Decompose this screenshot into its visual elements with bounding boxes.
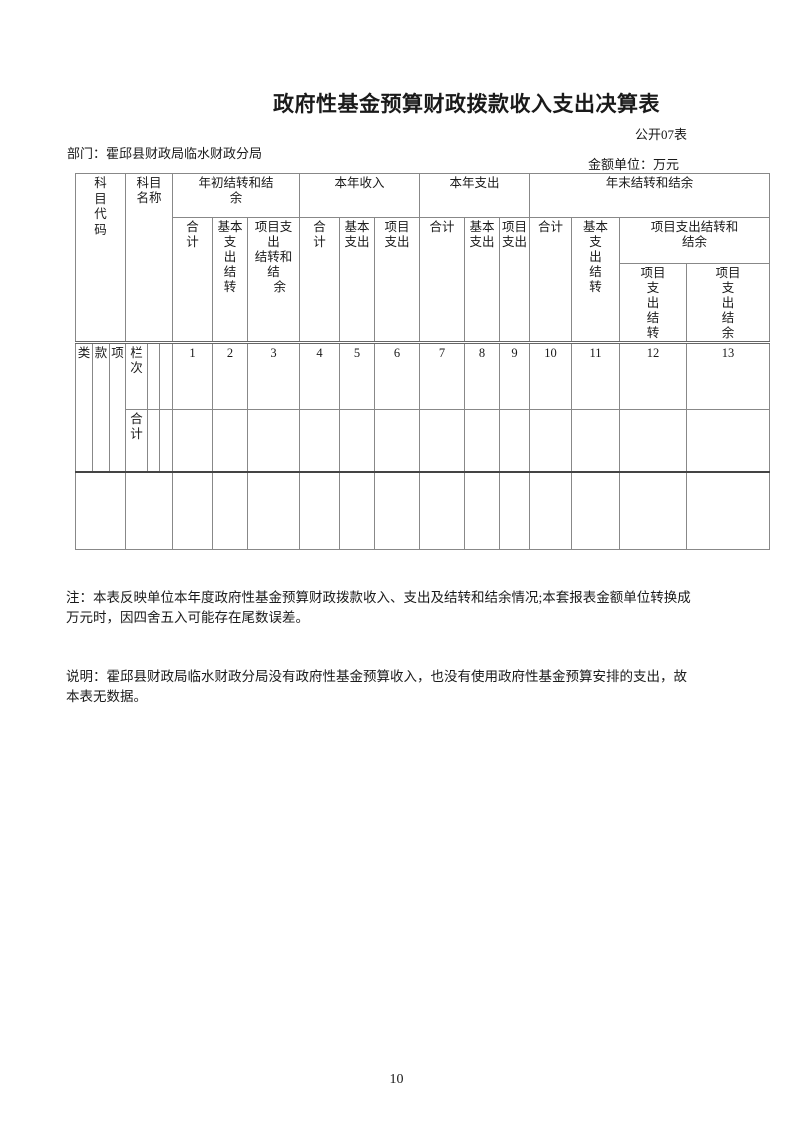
data-cell-col-10: [529, 470, 573, 550]
header-col-12-project-expense-carryover: 项目 支 出 结 转: [619, 263, 688, 343]
amount-unit-label: 金额单位：万元: [587, 157, 679, 172]
column-number-8: 8: [464, 341, 501, 410]
page-number: 10: [389, 1072, 404, 1087]
column-number-2: 2: [212, 341, 249, 410]
empty-subject-code-cell: [75, 470, 126, 550]
column-number-9: 9: [499, 341, 531, 410]
header-row-subcolumns: 合 计 基本 支 出 结 转 项目支 出 结转和 结 余 合 计 基本 支出 项…: [76, 217, 771, 343]
data-cell-col-8: [464, 470, 501, 550]
total-value-col-12: [619, 409, 688, 472]
data-cell-col-4: [299, 470, 341, 550]
data-cell-col-2: [212, 470, 249, 550]
total-row: 合 计: [76, 409, 771, 472]
column-number-5: 5: [339, 341, 376, 410]
column-number-10: 10: [529, 341, 573, 410]
column-number-4: 4: [299, 341, 341, 410]
data-cell-col-12: [619, 470, 688, 550]
total-value-col-5: [339, 409, 376, 472]
note-explanation: 说明：霍邱县财政局临水财政分局没有政府性基金预算收入，也没有使用政府性基金预算安…: [66, 669, 687, 704]
header-group-current-year-expenditure: 本年支出: [419, 173, 531, 218]
column-number-6: 6: [374, 341, 421, 410]
column-number-11: 11: [571, 341, 621, 410]
total-value-col-3: [247, 409, 301, 472]
header-col-7-total: 合计: [419, 217, 466, 343]
data-cell-col-6: [374, 470, 421, 550]
total-value-col-6: [374, 409, 421, 472]
header-col-11-basic-expense-carryover: 基本 支 出 结 转: [571, 217, 621, 343]
note-rounding: 注：本表反映单位本年度政府性基金预算财政拨款收入、支出及结转和结余情况;本套报表…: [66, 590, 691, 625]
data-cell-col-5: [339, 470, 376, 550]
data-cell-col-11: [571, 470, 621, 550]
header-col-4-total: 合 计: [299, 217, 341, 343]
department-label: 部门：霍邱县财政局临水财政分局: [67, 146, 263, 161]
header-col-8-basic-expense: 基本 支出: [464, 217, 501, 343]
column-index-row: 类 款 项 栏 次 1 2 3 4 5 6 7 8 9 10 11 12 13: [75, 341, 771, 472]
column-number-13: 13: [686, 341, 771, 410]
total-value-col-8: [464, 409, 501, 472]
header-group-begin-year-carryover: 年初结转和结 余: [172, 173, 301, 218]
empty-subject-name-cell: [124, 470, 174, 550]
header-col-1-total: 合 计: [172, 217, 214, 343]
header-subject-code: 科 目 代 码: [75, 173, 126, 343]
column-number-3: 3: [247, 341, 301, 410]
data-cell-col-13: [686, 470, 771, 550]
data-cell-col-1: [172, 470, 214, 550]
header-col-5-basic-expense: 基本 支出: [339, 217, 376, 343]
data-cell-col-9: [499, 470, 531, 550]
data-cell-col-7: [419, 470, 466, 550]
lanci-label-cell: 栏 次: [125, 341, 148, 410]
total-value-col-2: [212, 409, 249, 472]
total-value-col-1: [172, 409, 214, 472]
total-value-col-10: [529, 409, 573, 472]
cell-empty: [158, 341, 174, 410]
cell-empty: [158, 409, 174, 472]
column-number-12: 12: [619, 341, 688, 410]
header-col-6-project-expense: 项目 支出: [374, 217, 421, 343]
total-value-col-11: [571, 409, 621, 472]
total-value-col-9: [499, 409, 531, 472]
header-col-2-basic-expense-carryover: 基本 支 出 结 转: [212, 217, 249, 343]
code-subcol-item: 款: [92, 341, 110, 472]
header-group-year-end-carryover: 年末结转和结余: [529, 173, 771, 218]
header-col-9-project-expense: 项目 支出: [499, 217, 531, 343]
footnotes: 注：本表反映单位本年度政府性基金预算财政拨款收入、支出及结转和结余情况;本套报表…: [66, 549, 746, 746]
code-subcol-category: 类: [75, 341, 93, 472]
empty-data-row: [75, 470, 771, 550]
total-value-col-7: [419, 409, 466, 472]
header-subgroup-project-expense-carryover: 项目支出结转和 结余: [619, 217, 771, 264]
data-cell-col-3: [247, 470, 301, 550]
header-subject-name: 科目 名称: [124, 173, 174, 343]
header-col-3-project-expense-carryover: 项目支 出 结转和 结 余: [247, 217, 301, 343]
cell-empty: [147, 341, 160, 410]
column-number-1: 1: [172, 341, 214, 410]
header-group-current-year-income: 本年收入: [299, 173, 421, 218]
column-number-7: 7: [419, 341, 466, 410]
header-col-10-total: 合计: [529, 217, 573, 343]
cell-empty: [147, 409, 160, 472]
code-subcol-subitem: 项: [109, 341, 126, 472]
total-value-col-13: [686, 409, 771, 472]
total-row-label: 合 计: [125, 409, 148, 472]
header-col-13-project-expense-balance: 项目 支 出 结 余: [686, 263, 771, 343]
page-title: 政府性基金预算财政拨款收入支出决算表: [273, 92, 660, 116]
total-value-col-4: [299, 409, 341, 472]
fund-budget-table: 科 目 代 码 科目 名称 年初结转和结 余 本年收入 本年支出 年末结转和结余…: [75, 173, 771, 550]
table-code-label: 公开07表: [634, 127, 687, 142]
header-row-groups: 科 目 代 码 科目 名称 年初结转和结 余 本年收入 本年支出 年末结转和结余: [75, 173, 771, 343]
